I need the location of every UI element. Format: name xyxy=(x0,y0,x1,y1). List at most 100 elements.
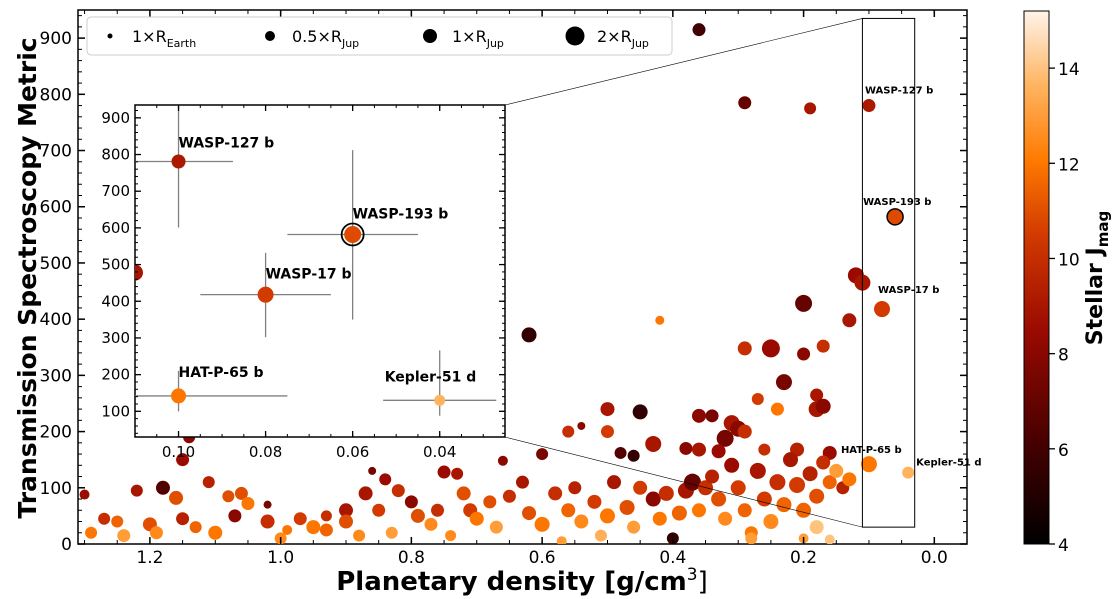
data-point xyxy=(711,444,726,459)
data-point xyxy=(862,99,876,113)
inset-y-tick-label: 700 xyxy=(101,182,130,200)
data-point xyxy=(319,523,333,537)
data-point xyxy=(424,517,438,531)
colorbar-tick-label: 4 xyxy=(1058,536,1069,556)
inset-y-tick-label: 600 xyxy=(101,219,130,237)
colorbar-tick-label: 14 xyxy=(1058,60,1080,80)
inset-edge-point xyxy=(135,264,143,281)
data-point xyxy=(775,374,792,391)
data-point xyxy=(763,514,779,530)
data-point xyxy=(761,339,780,358)
data-point xyxy=(176,453,190,467)
data-point xyxy=(85,526,98,539)
data-point xyxy=(632,404,648,420)
legend-label: 1×RJup xyxy=(452,27,504,50)
data-point xyxy=(117,529,131,543)
data-point xyxy=(874,301,891,318)
inset-annotation-label: WASP-127 b xyxy=(179,135,275,151)
inset-x-tick-label: 0.08 xyxy=(249,443,282,461)
data-point xyxy=(691,442,706,457)
data-point xyxy=(574,514,589,529)
data-point xyxy=(860,456,877,473)
data-point xyxy=(293,512,307,526)
inset-y-tick-label: 100 xyxy=(101,402,130,420)
data-point xyxy=(263,500,272,509)
x-tick-label: 0.6 xyxy=(529,548,556,568)
data-point xyxy=(149,526,163,540)
data-point xyxy=(372,503,386,517)
data-point xyxy=(804,102,817,115)
data-point xyxy=(234,486,248,500)
main-annotation-label: WASP-127 b xyxy=(865,86,933,97)
colorbar-tick-label: 12 xyxy=(1058,155,1080,175)
data-point xyxy=(614,446,627,459)
data-point xyxy=(783,452,799,468)
legend-marker xyxy=(265,31,275,41)
data-point xyxy=(627,449,640,462)
data-point xyxy=(716,429,734,447)
data-point xyxy=(79,489,90,500)
data-point xyxy=(568,481,582,495)
y-tick-label: 600 xyxy=(40,198,72,218)
data-point xyxy=(600,402,615,417)
inset-x-tick-label: 0.10 xyxy=(162,443,195,461)
data-point xyxy=(887,209,903,225)
colorbar-tick-label: 6 xyxy=(1058,441,1069,461)
x-tick-label: 1.0 xyxy=(267,548,294,568)
inset-y-tick-label: 400 xyxy=(101,292,130,310)
inset-y-tick-label: 300 xyxy=(101,329,130,347)
data-point xyxy=(842,313,857,328)
data-point xyxy=(705,409,719,423)
data-point xyxy=(497,455,508,466)
x-tick-label: 0.8 xyxy=(398,548,425,568)
data-point xyxy=(829,463,844,478)
colorbar-tick-label: 10 xyxy=(1058,250,1080,270)
data-point xyxy=(809,488,825,504)
data-point xyxy=(456,486,471,501)
data-point xyxy=(562,425,575,438)
y-tick-label: 200 xyxy=(40,423,72,443)
data-point xyxy=(816,455,831,470)
data-point xyxy=(155,480,170,495)
data-point xyxy=(627,520,641,534)
data-point xyxy=(633,480,648,495)
inset-annotation-label: WASP-17 b xyxy=(266,267,352,283)
data-point xyxy=(730,480,746,496)
data-point xyxy=(737,341,752,356)
data-point xyxy=(358,486,373,501)
data-point xyxy=(842,472,857,487)
data-point xyxy=(599,508,615,524)
data-point xyxy=(815,398,831,414)
data-point xyxy=(353,529,366,542)
inset-annotation-label: Kepler-51 d xyxy=(385,369,477,385)
data-point xyxy=(645,435,662,452)
main-annotations: WASP-127 b WASP-193 b WASP-17 b HAT-P-65 b K… xyxy=(841,86,982,469)
data-point xyxy=(600,425,614,439)
data-point xyxy=(521,327,537,343)
data-point xyxy=(797,347,811,361)
data-point xyxy=(260,514,275,529)
inset-data-point xyxy=(171,388,187,404)
data-point xyxy=(561,503,576,518)
inset-x-tick-label: 0.06 xyxy=(336,443,369,461)
data-point xyxy=(489,520,503,534)
data-point xyxy=(502,489,516,503)
data-point xyxy=(391,484,405,498)
legend-marker xyxy=(565,26,585,46)
data-point xyxy=(522,506,537,521)
data-point xyxy=(98,512,111,525)
data-point xyxy=(607,475,622,490)
inset-y-tick-label: 200 xyxy=(101,366,130,384)
data-point xyxy=(379,473,392,486)
data-point xyxy=(320,510,332,522)
inset-data-point xyxy=(344,225,362,243)
data-point xyxy=(751,392,764,405)
y-axis-title: Transmission Spectroscopy Metric xyxy=(13,37,42,518)
y-tick-label: 800 xyxy=(40,85,72,105)
data-point xyxy=(534,516,550,532)
main-annotation-label: WASP-17 b xyxy=(878,285,939,296)
data-point xyxy=(339,514,354,529)
data-point xyxy=(645,491,661,507)
data-point xyxy=(556,536,567,544)
highlight-ring xyxy=(886,208,904,226)
